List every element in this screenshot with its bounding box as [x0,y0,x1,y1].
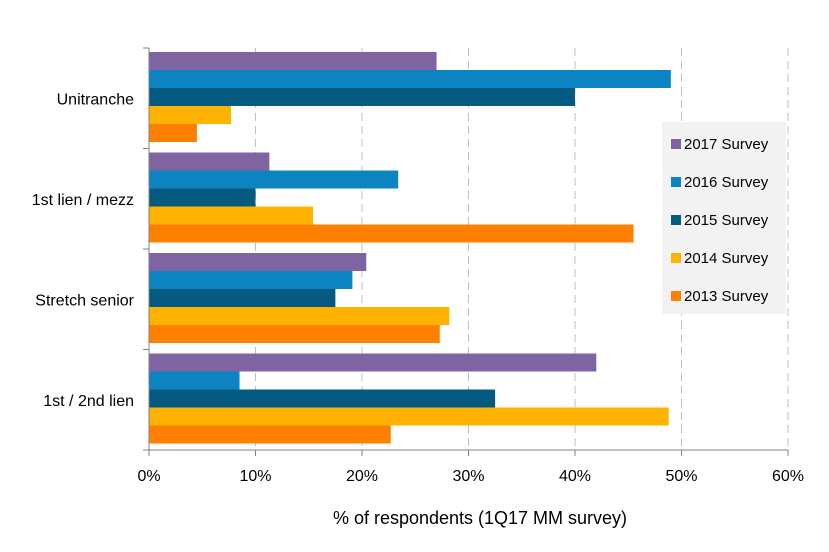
x-tick-labels: 0% 10% 20% 30% 40% 50% 60% [137,468,804,485]
category-labels: Unitranche 1st lien / mezz Stretch senior 1… [32,91,135,410]
legend-swatch [671,139,681,149]
legend-label: 2017 Survey [684,136,769,153]
legend-box [662,122,786,314]
bar [149,407,669,426]
bar [149,307,450,325]
x-axis-title: % of respondents (1Q17 MM survey) [333,508,627,528]
x-tick-label: 20% [346,468,378,485]
bar [149,425,391,444]
legend-swatch [671,215,681,225]
bar [149,152,270,171]
category-label: Stretch senior [35,292,134,309]
axes [143,47,789,456]
category-label: 1st lien / mezz [32,192,134,209]
bar [149,271,353,289]
bar [149,353,597,372]
legend-label: 2015 Survey [684,212,769,229]
category-label: Unitranche [57,91,134,108]
bar [149,389,496,408]
bar [149,106,232,124]
legend-swatch [671,253,681,263]
x-tick-label: 50% [665,468,697,485]
legend: 2017 Survey 2016 Survey 2015 Survey 2014 Su… [662,122,786,314]
x-tick-label: 60% [772,468,804,485]
bar [149,124,197,142]
bar [149,170,399,189]
bar [149,289,336,307]
legend-swatch [671,291,681,301]
bar [149,224,634,243]
category-label: 1st / 2nd lien [43,393,134,410]
bar [149,206,314,225]
bar [149,52,437,70]
bar [149,70,671,88]
bars [149,52,671,444]
legend-label: 2016 Survey [684,174,769,191]
legend-swatch [671,177,681,187]
legend-label: 2014 Survey [684,250,769,267]
bar [149,371,240,390]
bar [149,88,575,106]
bar [149,188,256,207]
x-tick-label: 30% [452,468,484,485]
legend-label: 2013 Survey [684,288,769,305]
x-tick-label: 0% [137,468,160,485]
x-tick-label: 10% [239,468,271,485]
x-tick-label: 40% [559,468,591,485]
bar [149,253,367,271]
bar [149,325,440,343]
